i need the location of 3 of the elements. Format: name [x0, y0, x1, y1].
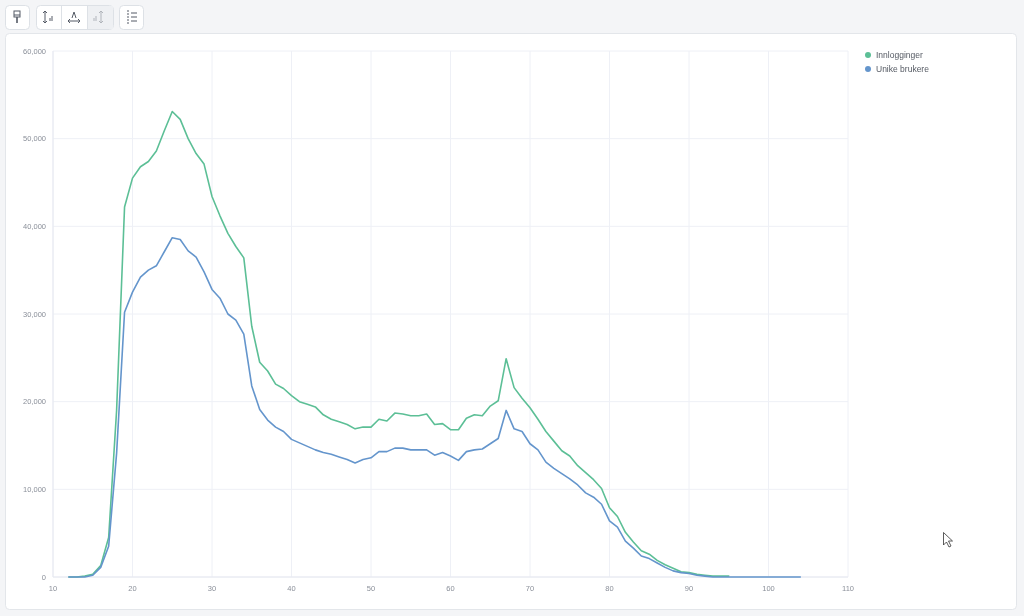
- legend-label: Innlogginger: [876, 49, 923, 60]
- line-series: [68, 236, 802, 578]
- legend-label: Unike brukere: [876, 63, 930, 74]
